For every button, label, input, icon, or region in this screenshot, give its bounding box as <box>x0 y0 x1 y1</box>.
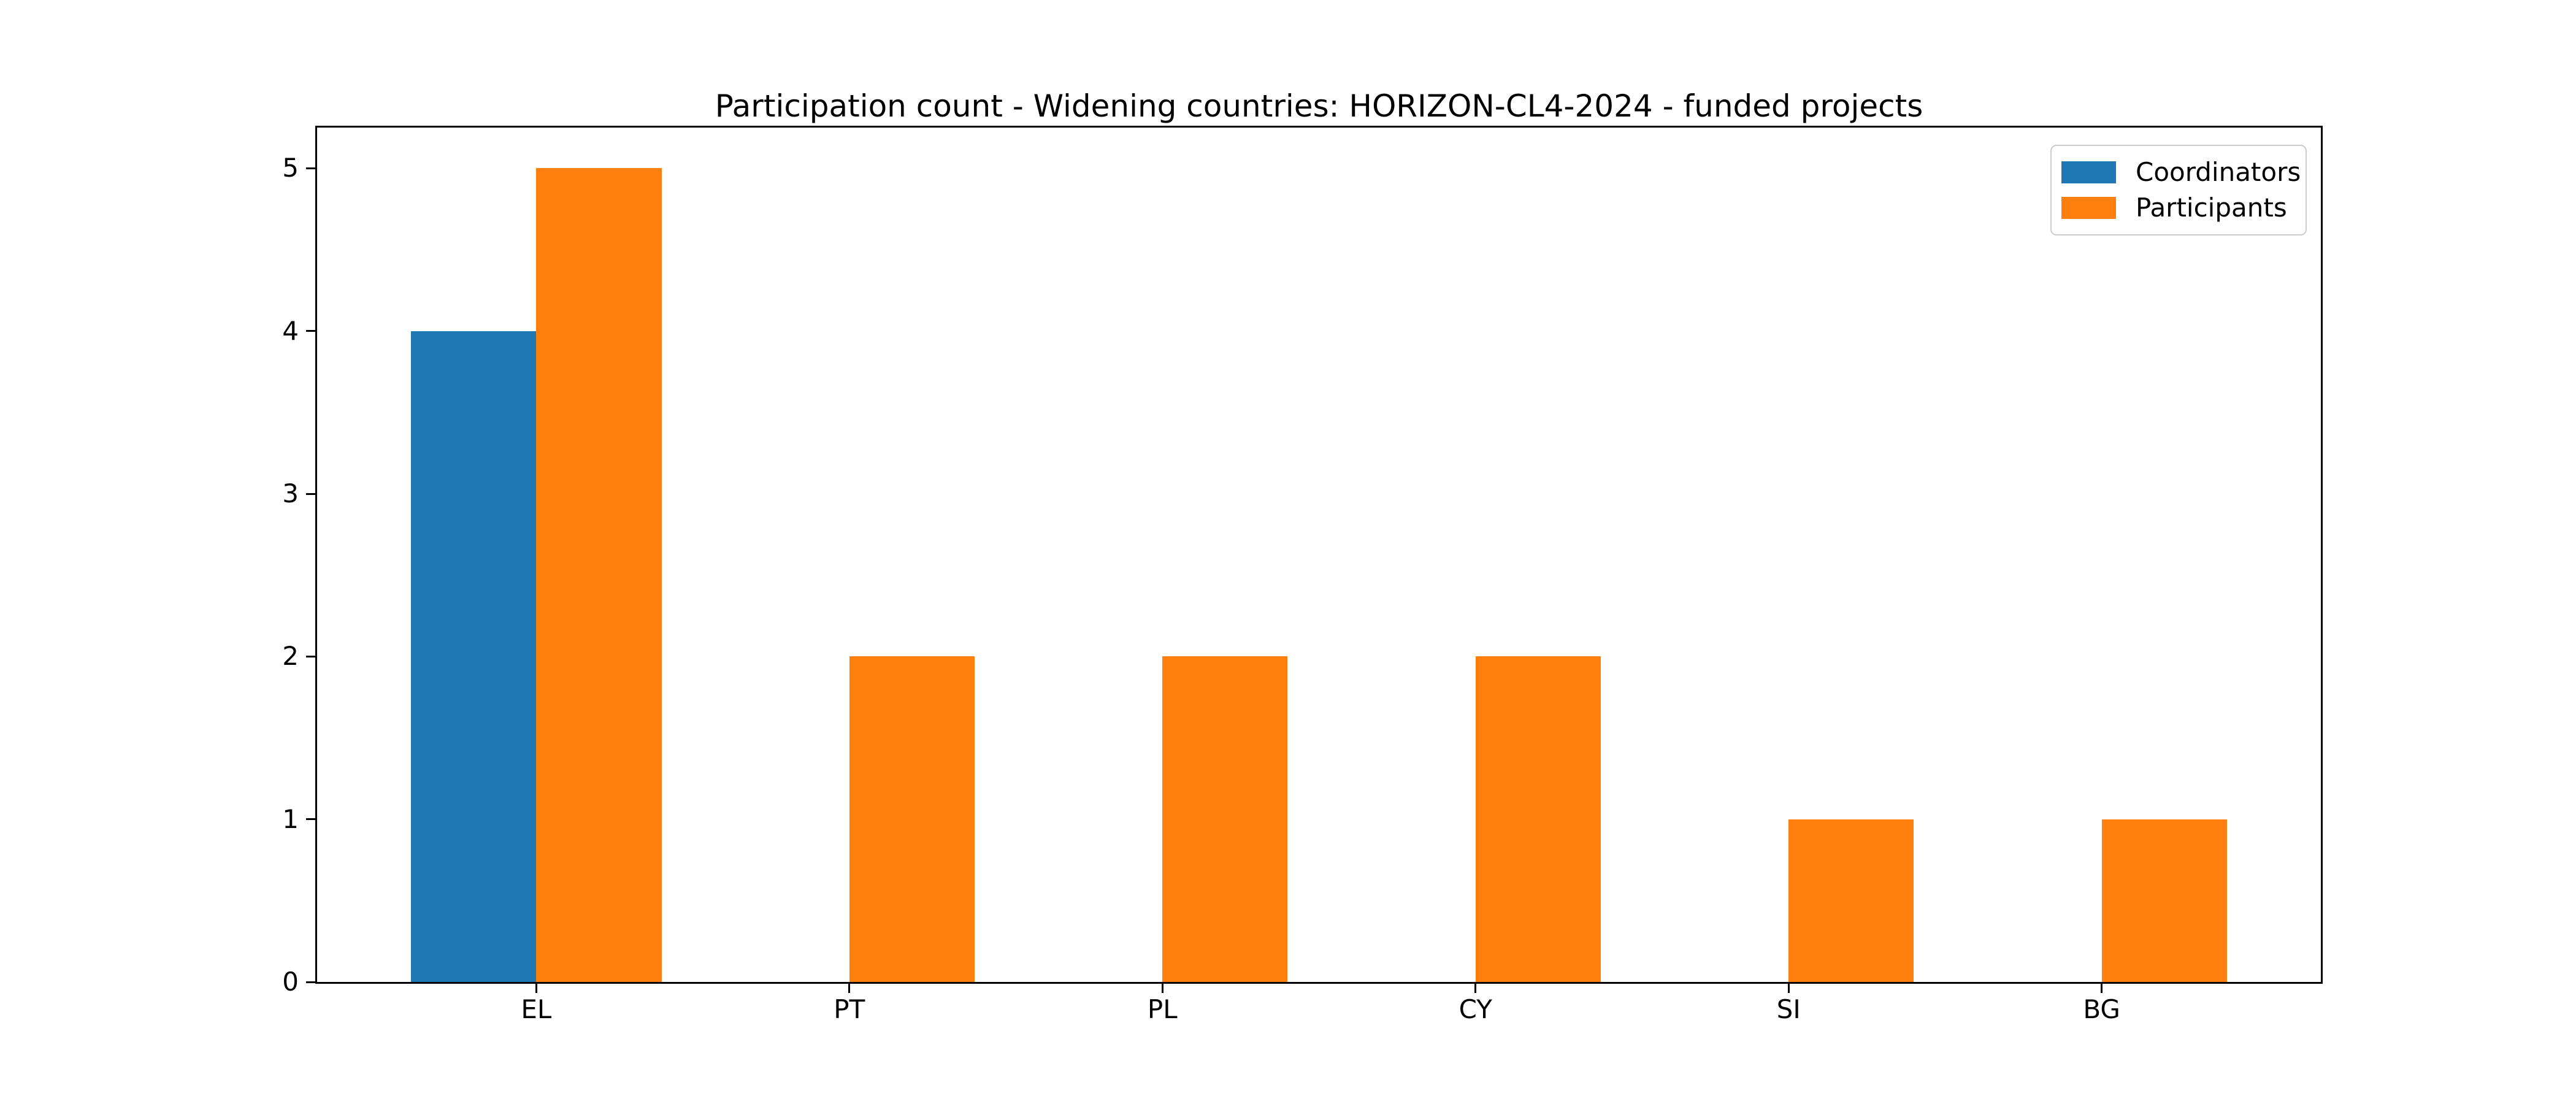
bar-BG-Participants <box>2101 819 2227 982</box>
legend: Coordinators Participants <box>2050 145 2307 236</box>
x-tick-label-EL: EL <box>521 994 552 1024</box>
y-tick-mark <box>306 655 315 657</box>
x-tick-label-BG: BG <box>2083 994 2120 1024</box>
chart-title: Participation count - Widening countries… <box>715 88 1923 124</box>
x-tick-mark <box>535 984 537 993</box>
y-tick-mark <box>306 981 315 983</box>
plot-area <box>315 126 2323 984</box>
y-tick-label-2: 2 <box>282 641 299 672</box>
legend-item-coordinators: Coordinators <box>2061 158 2301 187</box>
y-tick-mark <box>306 818 315 821</box>
x-tick-mark <box>1161 984 1163 993</box>
x-tick-mark <box>1474 984 1477 993</box>
legend-swatch-coordinators <box>2061 161 2116 184</box>
bar-PL-Participants <box>1162 656 1288 982</box>
x-tick-mark <box>1787 984 1790 993</box>
legend-label-coordinators: Coordinators <box>2136 157 2301 188</box>
y-tick-mark <box>306 330 315 332</box>
legend-item-participants: Participants <box>2061 193 2296 223</box>
x-tick-label-SI: SI <box>1776 994 1801 1024</box>
y-tick-mark <box>306 493 315 495</box>
y-tick-mark <box>306 167 315 169</box>
x-tick-mark <box>848 984 851 993</box>
bar-EL-Coordinators <box>411 331 537 982</box>
bar-CY-Participants <box>1475 656 1601 982</box>
x-tick-label-CY: CY <box>1459 994 1492 1024</box>
y-tick-label-1: 1 <box>282 803 299 834</box>
legend-label-participants: Participants <box>2136 192 2287 223</box>
bar-SI-Participants <box>1788 819 1914 982</box>
x-tick-label-PL: PL <box>1147 994 1178 1024</box>
y-tick-label-3: 3 <box>282 478 299 508</box>
y-tick-label-5: 5 <box>282 153 299 183</box>
y-tick-label-0: 0 <box>282 967 299 997</box>
x-tick-label-PT: PT <box>834 994 865 1024</box>
x-tick-mark <box>2101 984 2103 993</box>
legend-swatch-participants <box>2061 196 2116 219</box>
bar-EL-Participants <box>536 168 662 982</box>
y-tick-label-4: 4 <box>282 315 299 346</box>
bar-PT-Participants <box>849 656 975 982</box>
